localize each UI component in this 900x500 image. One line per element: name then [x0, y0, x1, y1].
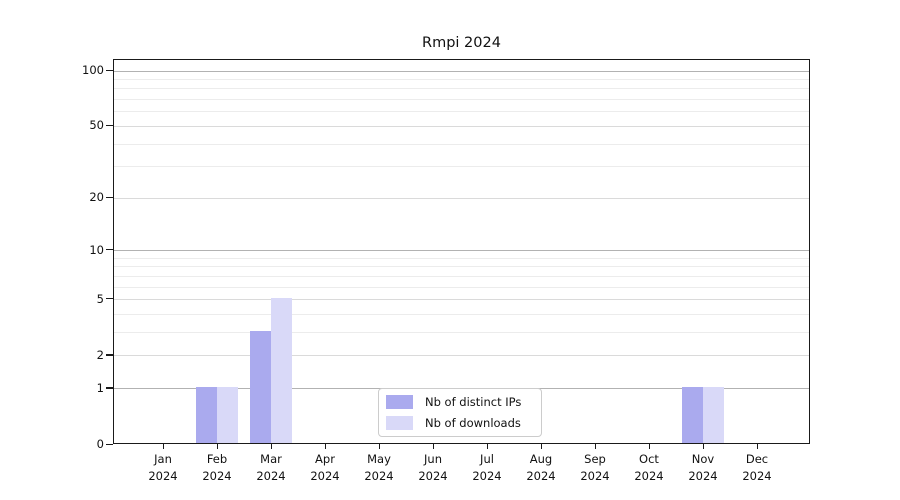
gridline-100	[114, 70, 809, 72]
x-tick-label-aug: Aug 2024	[513, 451, 569, 485]
x-tick-label-jul: Jul 2024	[459, 451, 515, 485]
legend-swatch-downloads	[386, 415, 413, 430]
gridline-50	[114, 125, 809, 127]
gridline-minor-80	[114, 88, 809, 90]
legend-swatch-distinct-ips	[386, 395, 413, 410]
gridline-10	[114, 250, 809, 252]
x-tick-month: Mar	[260, 452, 282, 466]
y-tick-label-100: 100	[82, 63, 104, 77]
y-tick-mark-0	[106, 443, 113, 445]
gridline-20	[114, 197, 809, 199]
x-tick-year: 2024	[688, 469, 718, 483]
x-tick-year: 2024	[634, 469, 664, 483]
x-tick-mark-may	[378, 444, 380, 449]
x-tick-mark-nov	[702, 444, 704, 449]
x-tick-month: Jun	[424, 452, 442, 466]
x-tick-label-may: May 2024	[351, 451, 407, 485]
gridline-minor-9	[114, 257, 809, 259]
bar-ips-feb	[196, 386, 217, 443]
legend: Nb of distinct IPs Nb of downloads	[378, 388, 542, 437]
y-tick-mark-5	[106, 298, 113, 300]
x-tick-year: 2024	[148, 469, 178, 483]
gridline-minor-30	[114, 166, 809, 168]
x-tick-month: Apr	[315, 452, 335, 466]
legend-label-distinct-ips: Nb of distinct IPs	[425, 395, 522, 410]
y-tick-label-50: 50	[89, 118, 104, 133]
y-tick-label-5: 5	[96, 291, 104, 306]
legend-label-downloads: Nb of downloads	[425, 415, 521, 430]
y-tick-label-0: 0	[96, 437, 104, 451]
x-tick-label-feb: Feb 2024	[189, 451, 245, 485]
gridline-minor-4	[114, 314, 809, 316]
gridline-minor-3	[114, 332, 809, 334]
bar-layer	[114, 60, 809, 443]
x-tick-mark-apr	[324, 444, 326, 449]
x-tick-month: Aug	[529, 452, 553, 466]
x-tick-label-jun: Jun 2024	[405, 451, 461, 485]
x-tick-year: 2024	[256, 469, 286, 483]
x-tick-mark-jan	[162, 444, 164, 449]
x-tick-year: 2024	[472, 469, 502, 483]
y-tick-mark-20	[106, 196, 113, 198]
x-tick-year: 2024	[526, 469, 556, 483]
x-tick-label-sep: Sep 2024	[567, 451, 623, 485]
gridline-minor-90	[114, 78, 809, 80]
bar-ips-mar	[250, 330, 271, 443]
x-tick-month: May	[367, 452, 391, 466]
y-tick-mark-1	[106, 387, 113, 389]
x-tick-month: Nov	[691, 452, 715, 466]
x-tick-mark-mar	[270, 444, 272, 449]
bar-downloads-feb	[217, 386, 238, 443]
x-tick-year: 2024	[580, 469, 610, 483]
gridline-minor-7	[114, 275, 809, 277]
x-tick-month: Dec	[745, 452, 769, 466]
x-tick-month: Oct	[639, 452, 659, 466]
gridline-minor-60	[114, 111, 809, 113]
x-tick-label-nov: Nov 2024	[675, 451, 731, 485]
y-tick-mark-100	[106, 69, 113, 71]
x-tick-year: 2024	[310, 469, 340, 483]
x-tick-month: Sep	[584, 452, 606, 466]
y-tick-mark-50	[106, 124, 113, 127]
bar-downloads-nov	[703, 386, 724, 443]
x-tick-label-apr: Apr 2024	[297, 451, 353, 485]
x-tick-mark-dec	[756, 444, 758, 449]
bar-ips-nov	[682, 386, 703, 443]
gridline-minor-40	[114, 143, 809, 145]
legend-item-downloads: Nb of downloads	[386, 415, 541, 430]
x-tick-month: Jul	[480, 452, 494, 466]
gridline-minor-70	[114, 99, 809, 101]
x-tick-year: 2024	[364, 469, 394, 483]
x-tick-year: 2024	[202, 469, 232, 483]
y-tick-label-20: 20	[89, 190, 104, 205]
y-tick-label-10: 10	[89, 242, 104, 257]
x-tick-month: Jan	[154, 452, 172, 466]
x-tick-label-dec: Dec 2024	[729, 451, 785, 485]
x-tick-label-mar: Mar 2024	[243, 451, 299, 485]
x-tick-mark-aug	[540, 444, 542, 449]
x-tick-mark-jun	[432, 444, 434, 449]
x-tick-mark-sep	[594, 444, 596, 449]
x-tick-mark-jul	[486, 444, 488, 449]
x-tick-month: Feb	[206, 452, 228, 466]
x-tick-label-oct: Oct 2024	[621, 451, 677, 485]
x-tick-label-jan: Jan 2024	[135, 451, 191, 485]
gridline-2	[114, 355, 809, 357]
chart-title: Rmpi 2024	[422, 35, 501, 51]
gridline-5	[114, 299, 809, 301]
x-tick-year: 2024	[418, 469, 448, 483]
legend-item-distinct-ips: Nb of distinct IPs	[386, 395, 541, 410]
gridline-minor-6	[114, 286, 809, 288]
gridline-minor-8	[114, 266, 809, 268]
plot-area	[113, 59, 810, 444]
y-tick-mark-2	[106, 354, 113, 356]
y-tick-label-1: 1	[96, 380, 104, 395]
y-tick-label-2: 2	[96, 347, 104, 362]
x-tick-mark-oct	[648, 444, 650, 449]
x-tick-year: 2024	[742, 469, 772, 483]
bar-downloads-mar	[271, 297, 292, 443]
x-tick-mark-feb	[216, 444, 218, 449]
y-tick-mark-10	[106, 249, 113, 251]
